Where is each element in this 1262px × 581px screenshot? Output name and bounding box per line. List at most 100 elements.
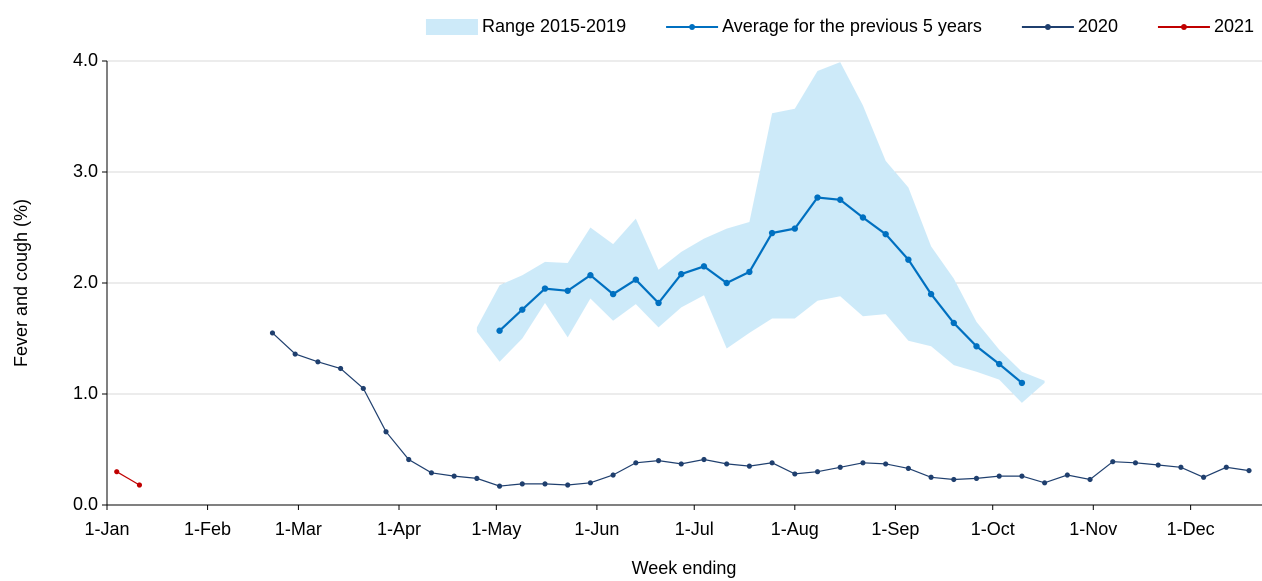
point bbox=[792, 471, 798, 477]
point bbox=[700, 263, 708, 270]
point bbox=[406, 456, 412, 463]
x-tick-label: 1-May bbox=[471, 519, 521, 539]
point bbox=[565, 482, 571, 488]
point bbox=[973, 343, 980, 350]
point bbox=[837, 464, 843, 470]
series-line bbox=[116, 471, 140, 486]
point bbox=[496, 327, 503, 334]
point bbox=[337, 365, 344, 372]
point bbox=[1201, 474, 1207, 480]
point bbox=[860, 460, 866, 466]
point bbox=[928, 474, 934, 480]
point bbox=[519, 481, 525, 487]
legend-marker bbox=[1180, 24, 1187, 30]
point bbox=[950, 319, 957, 327]
point bbox=[655, 458, 662, 464]
x-tick-label: 1-Aug bbox=[771, 519, 819, 539]
point bbox=[882, 230, 889, 238]
x-tick-label: 1-Mar bbox=[275, 519, 322, 539]
point bbox=[655, 299, 662, 307]
x-tick-label: 1-Jul bbox=[675, 519, 714, 539]
point bbox=[269, 330, 276, 336]
x-tick-label: 1-Jan bbox=[84, 519, 129, 539]
point bbox=[587, 480, 594, 486]
point bbox=[564, 287, 571, 294]
point bbox=[859, 214, 867, 221]
legend-swatch bbox=[425, 19, 478, 35]
point bbox=[383, 429, 389, 435]
point bbox=[996, 473, 1002, 479]
point bbox=[724, 461, 730, 467]
legend-label: 2020 bbox=[1078, 16, 1118, 36]
point bbox=[1019, 473, 1025, 479]
point bbox=[633, 460, 639, 466]
point bbox=[837, 196, 844, 203]
point bbox=[1042, 480, 1048, 486]
point bbox=[791, 225, 799, 232]
point bbox=[1018, 379, 1026, 387]
x-tick-label: 1-Dec bbox=[1167, 519, 1215, 539]
point bbox=[1246, 467, 1252, 474]
point bbox=[587, 272, 594, 279]
point bbox=[632, 276, 640, 283]
point bbox=[1110, 459, 1116, 465]
series-line bbox=[272, 332, 1250, 487]
point bbox=[723, 279, 730, 287]
legend-marker bbox=[689, 24, 696, 30]
point bbox=[746, 463, 752, 469]
point bbox=[814, 469, 821, 475]
series-line bbox=[498, 196, 1023, 384]
legend-label: 2021 bbox=[1214, 16, 1254, 36]
point bbox=[1132, 460, 1139, 466]
point bbox=[428, 470, 435, 476]
point bbox=[768, 229, 776, 237]
x-axis-title: Week ending bbox=[632, 558, 737, 578]
y-tick-label: 1.0 bbox=[73, 383, 98, 403]
legend-label: Range 2015-2019 bbox=[482, 16, 626, 36]
y-tick-label: 0.0 bbox=[73, 494, 98, 514]
point bbox=[769, 460, 775, 466]
point bbox=[315, 359, 321, 365]
point bbox=[541, 285, 549, 292]
point bbox=[136, 482, 143, 488]
range-area bbox=[476, 62, 1045, 403]
point bbox=[360, 385, 366, 392]
y-tick-label: 3.0 bbox=[73, 161, 98, 181]
x-tick-label: 1-Oct bbox=[971, 519, 1015, 539]
y-tick-label: 2.0 bbox=[73, 272, 98, 292]
point bbox=[519, 306, 526, 313]
point bbox=[292, 351, 298, 357]
x-tick-label: 1-Apr bbox=[377, 519, 421, 539]
x-tick-label: 1-Jun bbox=[574, 519, 619, 539]
point bbox=[927, 290, 935, 298]
point bbox=[451, 473, 457, 479]
point bbox=[496, 483, 503, 489]
legend-label: Average for the previous 5 years bbox=[722, 16, 982, 36]
point bbox=[1087, 476, 1093, 483]
y-tick-label: 4.0 bbox=[73, 50, 98, 70]
point bbox=[883, 461, 889, 467]
x-tick-label: 1-Feb bbox=[184, 519, 231, 539]
point bbox=[678, 270, 685, 278]
legend-marker bbox=[1044, 24, 1051, 30]
point bbox=[1155, 462, 1161, 468]
point bbox=[973, 475, 980, 481]
point bbox=[1064, 472, 1070, 478]
point bbox=[1223, 464, 1229, 470]
point bbox=[114, 469, 120, 475]
point bbox=[701, 456, 707, 463]
legend: Range 2015-2019 Average for the previous … bbox=[425, 16, 1254, 36]
y-axis-title: Fever and cough (%) bbox=[11, 199, 31, 367]
point bbox=[609, 290, 617, 298]
point bbox=[951, 476, 957, 483]
point bbox=[542, 481, 548, 487]
x-tick-label: 1-Sep bbox=[871, 519, 919, 539]
point bbox=[905, 465, 911, 471]
point bbox=[678, 461, 684, 467]
point bbox=[814, 194, 821, 201]
x-tick-label: 1-Nov bbox=[1069, 519, 1117, 539]
point bbox=[474, 475, 480, 481]
point bbox=[996, 360, 1003, 368]
